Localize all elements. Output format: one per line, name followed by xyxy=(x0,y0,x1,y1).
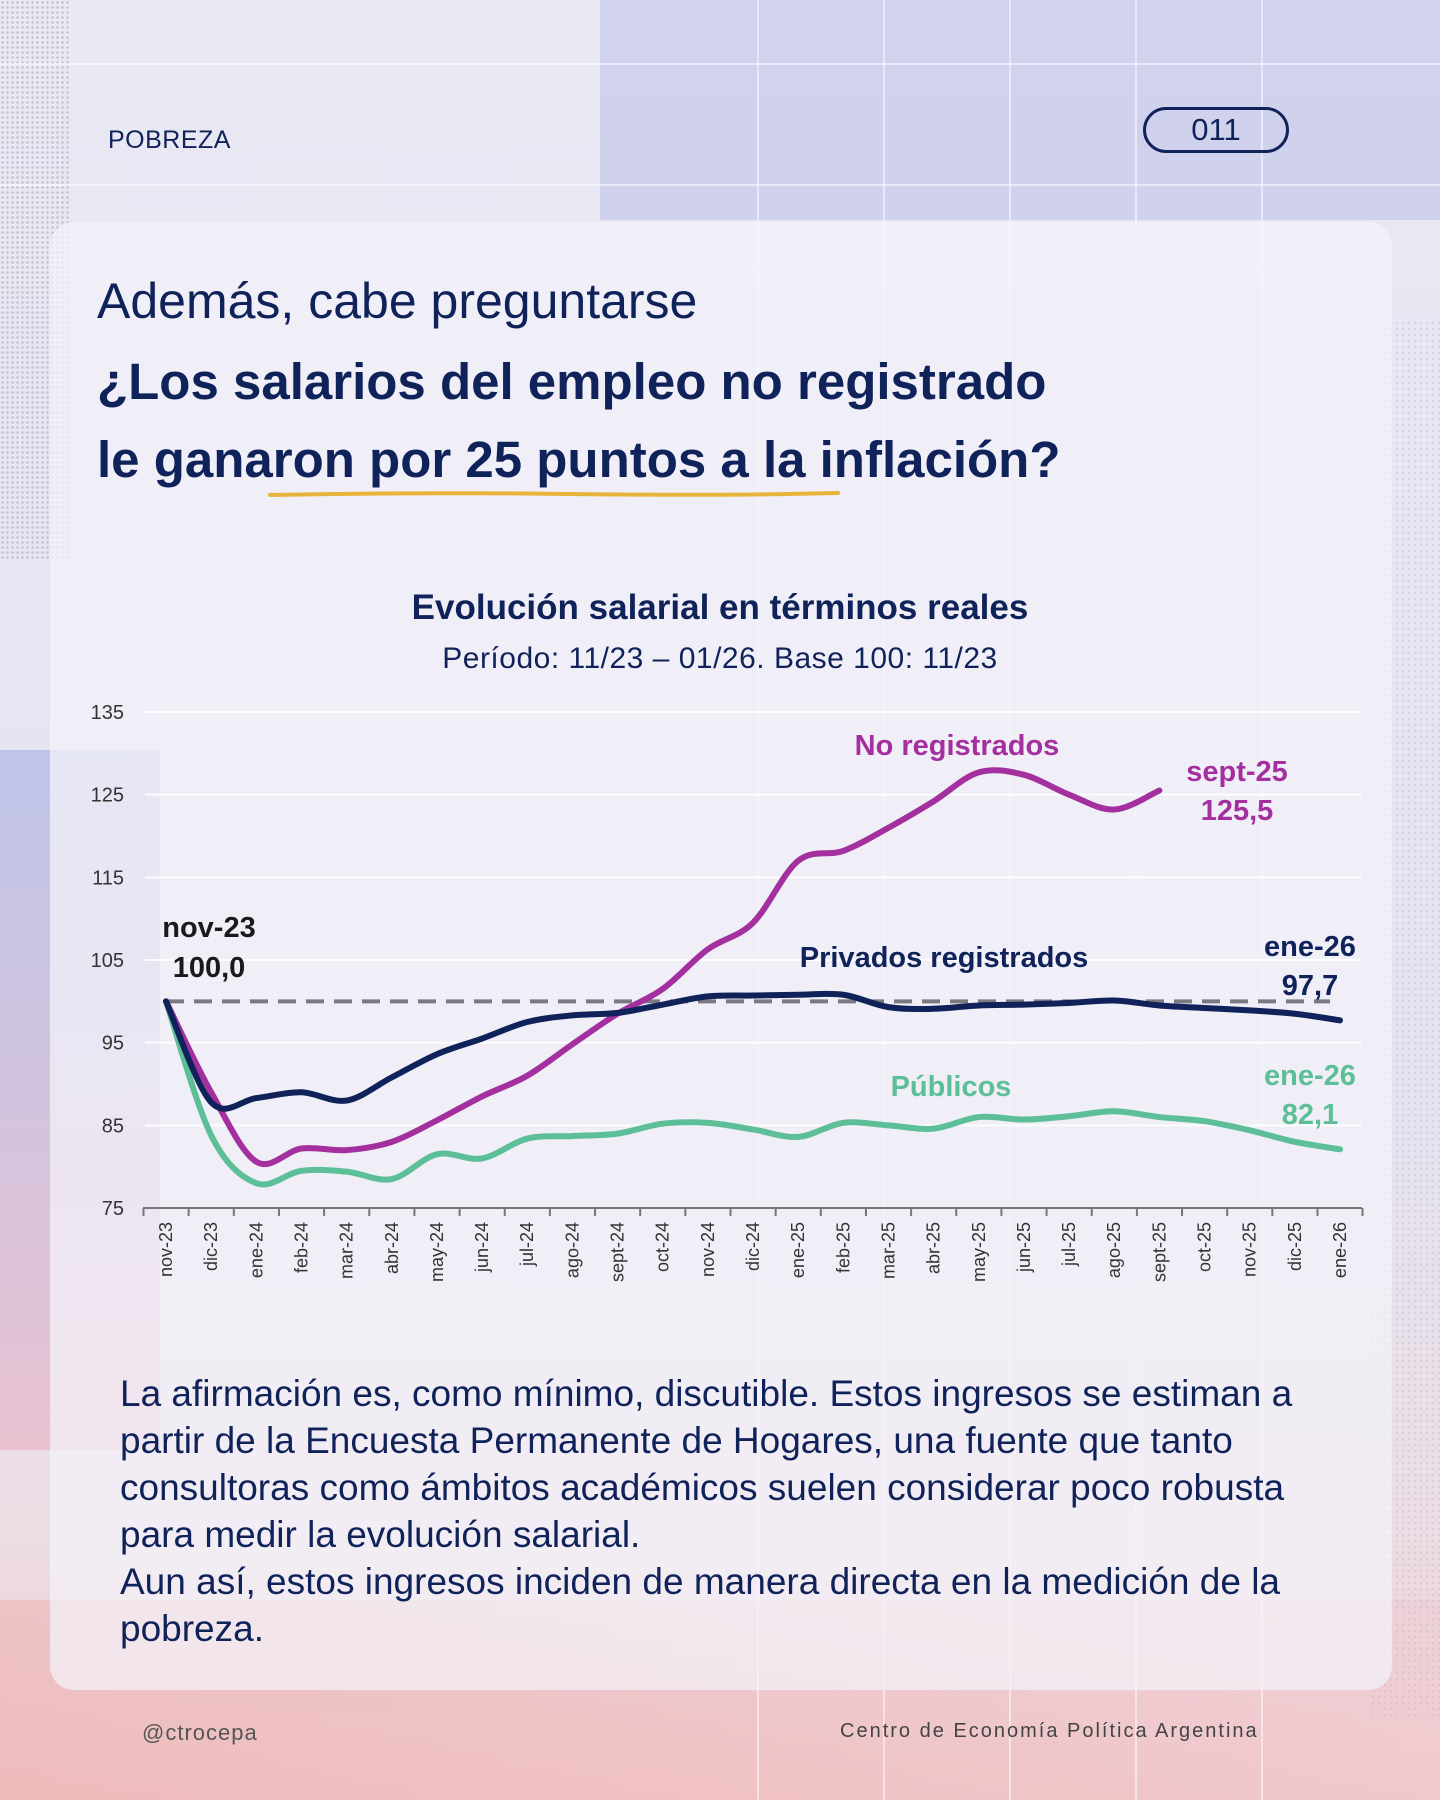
series-line-privados-registrados xyxy=(163,990,1343,1112)
background-grid-line xyxy=(0,184,1440,186)
series-label-publicos: Públicos xyxy=(891,1071,1012,1103)
x-tick-label: dic-24 xyxy=(743,1222,763,1271)
content-card xyxy=(50,222,1392,1690)
start-label-period: nov-23 xyxy=(162,912,255,944)
x-tick-label: nov-23 xyxy=(156,1222,176,1277)
headline-intro: Además, cabe preguntarse xyxy=(97,273,698,329)
series-label-privados-registrados: Privados registrados xyxy=(800,942,1089,974)
start-label-value: 100,0 xyxy=(173,952,246,984)
headline-question-line1: ¿Los salarios del empleo no registrado xyxy=(97,353,1047,410)
x-tick-label: ene-26 xyxy=(1330,1222,1350,1278)
x-tick-label: mar-25 xyxy=(878,1222,898,1279)
body-paragraph: Aun así, estos ingresos inciden de maner… xyxy=(120,1561,1281,1649)
x-tick-label: feb-25 xyxy=(833,1222,853,1273)
x-tick-label: nov-25 xyxy=(1240,1222,1260,1277)
series-label-no-registrados: No registrados xyxy=(855,730,1060,762)
series-line-no-registrados xyxy=(163,767,1163,1167)
line-chart: 75 85 95 105 115 125 135 nov-23 dic-23 ene-24 feb-… xyxy=(91,702,1364,1282)
chart-title: Evolución salarial en términos reales xyxy=(411,588,1029,627)
section-label: POBREZA xyxy=(108,126,231,154)
x-tick-label: ene-25 xyxy=(788,1222,808,1278)
x-tick-label: abr-25 xyxy=(924,1222,944,1274)
social-handle: @ctrocepa xyxy=(142,1720,258,1745)
x-tick-label: abr-24 xyxy=(382,1222,402,1274)
highlight-underline xyxy=(268,491,840,497)
x-tick-label: ago-25 xyxy=(1104,1222,1124,1278)
y-tick-label: 95 xyxy=(102,1033,124,1055)
series-line-publicos xyxy=(163,998,1343,1188)
y-tick-label: 115 xyxy=(92,867,124,889)
background-block xyxy=(600,0,1440,220)
x-tick-label: jun-24 xyxy=(472,1222,492,1273)
x-tick-label: jun-25 xyxy=(1014,1222,1034,1273)
x-tick-label: sept-25 xyxy=(1149,1222,1169,1282)
x-tick-label: oct-25 xyxy=(1195,1222,1215,1272)
organization-name: Centro de Economía Política Argentina xyxy=(840,1720,1259,1742)
y-tick-label: 105 xyxy=(91,950,124,972)
x-tick-label: dic-23 xyxy=(201,1222,221,1271)
headline-question-line2: le ganaron por 25 puntos a la inflación? xyxy=(97,431,1061,488)
y-tick-label: 75 xyxy=(102,1198,124,1220)
x-tick-label: oct-24 xyxy=(653,1222,673,1272)
end-label-period: sept-25 xyxy=(1186,756,1288,788)
x-tick-label: sept-24 xyxy=(608,1222,628,1282)
body-text: La afirmación es, como mínimo, discutibl… xyxy=(120,1370,1360,1652)
x-tick-label: nov-24 xyxy=(698,1222,718,1277)
page-number-badge: 011 xyxy=(1143,107,1289,153)
y-tick-label: 125 xyxy=(91,785,124,807)
y-tick-label: 135 xyxy=(91,702,124,724)
end-label-value: 125,5 xyxy=(1201,795,1274,827)
x-tick-label: ago-24 xyxy=(562,1222,582,1278)
end-label-value: 82,1 xyxy=(1282,1099,1338,1131)
body-paragraph: La afirmación es, como mínimo, discutibl… xyxy=(120,1373,1293,1555)
x-tick-label: mar-24 xyxy=(337,1222,357,1279)
end-label-value: 97,7 xyxy=(1282,970,1338,1002)
y-tick-label: 85 xyxy=(102,1115,124,1137)
x-tick-label: jul-24 xyxy=(517,1222,537,1267)
x-tick-label: feb-24 xyxy=(291,1222,311,1273)
x-tick-label: jul-25 xyxy=(1059,1222,1079,1267)
background-grid-line xyxy=(0,63,1440,65)
end-label-period: ene-26 xyxy=(1264,1060,1356,1092)
x-tick-label: ene-24 xyxy=(246,1222,266,1278)
x-tick-label: dic-25 xyxy=(1285,1222,1305,1271)
x-tick-label: may-25 xyxy=(969,1222,989,1282)
chart-subtitle: Período: 11/23 – 01/26. Base 100: 11/23 xyxy=(442,642,998,675)
x-tick-label: may-24 xyxy=(427,1222,447,1282)
end-label-period: ene-26 xyxy=(1264,931,1356,963)
